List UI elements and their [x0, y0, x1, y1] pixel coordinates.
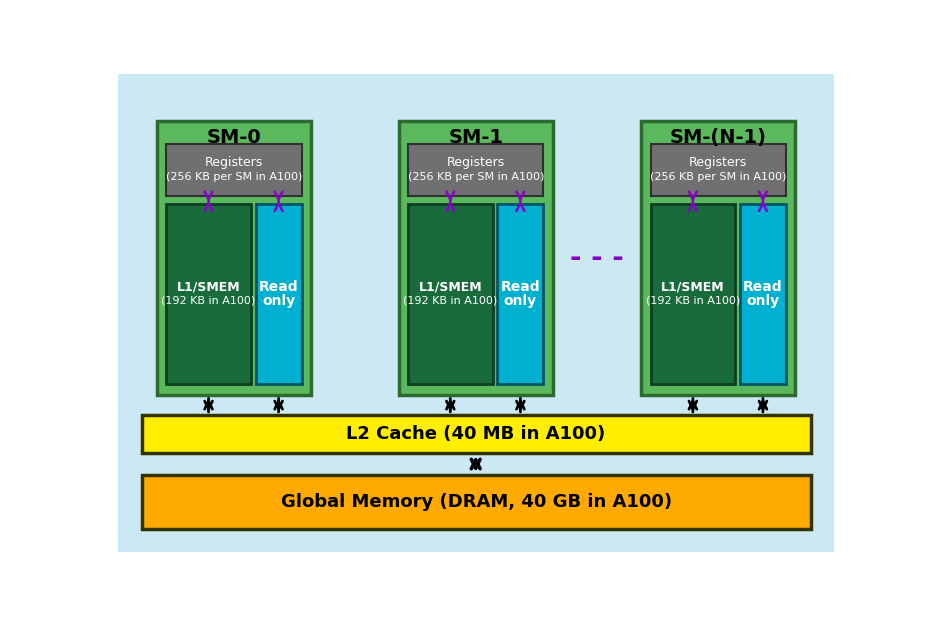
Text: (192 KB in A100): (192 KB in A100)	[161, 296, 255, 306]
Text: SM-0: SM-0	[206, 128, 261, 147]
Text: L1/SMEM: L1/SMEM	[176, 280, 240, 293]
Text: SM-1: SM-1	[447, 128, 503, 147]
Bar	[496, 204, 543, 384]
Bar	[166, 144, 302, 196]
Text: L1/SMEM: L1/SMEM	[418, 280, 482, 293]
Bar	[157, 121, 311, 396]
Text: only: only	[745, 294, 779, 308]
Bar	[141, 415, 810, 453]
Text: (256 KB per SM in A100): (256 KB per SM in A100)	[165, 172, 302, 182]
Text: Read: Read	[259, 280, 298, 294]
Bar	[650, 204, 734, 384]
Bar	[640, 121, 794, 396]
Text: - - -: - - -	[570, 244, 624, 272]
Bar	[407, 204, 492, 384]
Text: Read: Read	[742, 280, 782, 294]
Bar	[398, 121, 552, 396]
Bar	[650, 144, 785, 196]
Text: Registers: Registers	[446, 156, 504, 169]
Text: only: only	[503, 294, 536, 308]
Text: Global Memory (DRAM, 40 GB in A100): Global Memory (DRAM, 40 GB in A100)	[280, 493, 671, 511]
Text: only: only	[262, 294, 295, 308]
FancyBboxPatch shape	[110, 67, 841, 559]
Text: (256 KB per SM in A100): (256 KB per SM in A100)	[407, 172, 543, 182]
Bar	[739, 204, 785, 384]
Text: Registers: Registers	[689, 156, 747, 169]
Text: L1/SMEM: L1/SMEM	[661, 280, 724, 293]
Text: L2 Cache (40 MB in A100): L2 Cache (40 MB in A100)	[346, 425, 605, 443]
Text: Registers: Registers	[204, 156, 263, 169]
Text: (192 KB in A100): (192 KB in A100)	[645, 296, 740, 306]
Bar	[141, 475, 810, 529]
Text: Read: Read	[500, 280, 539, 294]
Text: (256 KB per SM in A100): (256 KB per SM in A100)	[650, 172, 786, 182]
Bar	[407, 144, 543, 196]
Bar	[166, 204, 251, 384]
Text: (192 KB in A100): (192 KB in A100)	[403, 296, 496, 306]
Bar	[255, 204, 302, 384]
Text: SM-(N-1): SM-(N-1)	[669, 128, 766, 147]
